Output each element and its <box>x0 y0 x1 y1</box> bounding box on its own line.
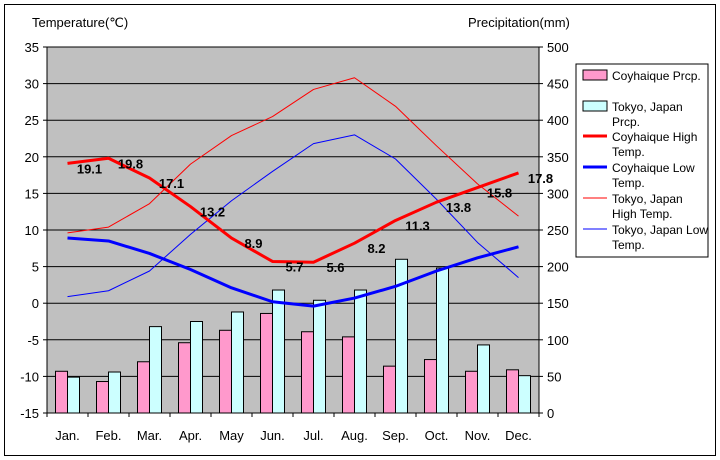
data-label: 8.2 <box>367 241 385 256</box>
left-axis-ticks: 35 30 25 20 15 10 5 0 -5 -10 -15 <box>20 40 47 421</box>
right-tick-label: 350 <box>547 150 569 165</box>
x-tick-label: Nov. <box>465 428 491 443</box>
x-tick-label: Oct. <box>425 428 449 443</box>
x-tick-label: Aug. <box>341 428 368 443</box>
bar-tokyo-prcp <box>149 326 162 414</box>
x-tick-label: Feb. <box>95 428 121 443</box>
data-label: 13.8 <box>446 200 471 215</box>
data-label: 5.6 <box>326 260 344 275</box>
line-series <box>67 77 520 308</box>
x-tick-label: Jan. <box>55 428 80 443</box>
legend-entry: Tokyo, Japan Low Temp. <box>612 223 708 252</box>
bar-tokyo-prcp <box>190 321 203 414</box>
left-tick-label: 25 <box>25 113 39 128</box>
data-label: 17.8 <box>528 171 553 186</box>
bar-tokyo-prcp <box>67 376 80 414</box>
bar-tokyo-prcp <box>108 371 121 414</box>
legend-swatch <box>582 69 608 81</box>
legend-entry: Coyhaique Low Temp. <box>612 161 695 190</box>
bar-tokyo-prcp <box>518 375 531 414</box>
left-tick-label: 15 <box>25 186 39 201</box>
bar-tokyo-prcp <box>272 289 285 414</box>
x-tick-label: Jun. <box>260 428 285 443</box>
data-label: 13.2 <box>200 205 225 220</box>
bar-coyhaique-prcp <box>301 331 314 414</box>
right-axis-title: Precipitation(mm) <box>468 15 570 30</box>
x-tick-label: Dec. <box>505 428 532 443</box>
left-tick-label: 30 <box>25 77 39 92</box>
right-tick-label: 400 <box>547 113 569 128</box>
legend-box <box>575 63 709 258</box>
bar-coyhaique-prcp <box>178 342 191 414</box>
x-axis-ticks: Jan. Feb. Mar. Apr. May Jun. Jul. Aug. Sep. Oct. N… <box>46 413 540 443</box>
right-tick-label: 200 <box>547 260 569 275</box>
left-tick-label: -10 <box>20 369 39 384</box>
left-tick-label: 20 <box>25 150 39 165</box>
left-tick-label: -5 <box>27 333 39 348</box>
right-tick-label: 250 <box>547 223 569 238</box>
left-tick-label: -15 <box>20 406 39 421</box>
x-tick-label: May <box>219 428 244 443</box>
data-label: 11.3 <box>405 218 430 233</box>
left-tick-label: 5 <box>32 260 39 275</box>
line-coyhaique-high-temp <box>67 156 520 264</box>
bar-tokyo-prcp <box>436 267 449 414</box>
left-tick-label: 10 <box>25 223 39 238</box>
left-axis-title: Temperature(℃) <box>32 15 128 30</box>
right-tick-label: 500 <box>547 40 569 55</box>
right-tick-label: 450 <box>547 77 569 92</box>
x-tick-label: Sep. <box>382 428 409 443</box>
data-label: 5.7 <box>285 259 303 274</box>
bar-coyhaique-prcp <box>55 370 68 414</box>
x-tick-label: Apr. <box>179 428 202 443</box>
right-tick-label: 300 <box>547 186 569 201</box>
right-tick-label: 0 <box>547 406 554 421</box>
x-tick-label: Jul. <box>303 428 323 443</box>
legend-entry: Coyhaique Prcp. <box>612 69 701 83</box>
x-tick-label: Mar. <box>137 428 162 443</box>
bar-tokyo-prcp <box>231 311 244 414</box>
data-labels: 19.1 19.8 17.1 13.2 8.9 5.7 5.6 8.2 11.3 13.8 15.8… <box>77 156 553 275</box>
legend-entry: Tokyo, Japan Prcp. <box>612 100 683 129</box>
grid-lines <box>47 83 539 377</box>
data-label: 8.9 <box>244 236 262 251</box>
line-tokyo-japan-low-temp <box>67 134 519 298</box>
data-label: 17.1 <box>159 176 184 191</box>
data-label: 15.8 <box>487 186 512 201</box>
bar-coyhaique-prcp <box>506 369 519 414</box>
bar-coyhaique-prcp <box>342 336 355 414</box>
bar-coyhaique-prcp <box>219 329 232 414</box>
legend: Coyhaique Prcp.Tokyo, Japan Prcp.Coyhaiqu… <box>575 63 709 258</box>
right-tick-label: 100 <box>547 333 569 348</box>
left-tick-label: 35 <box>25 40 39 55</box>
right-tick-label: 50 <box>547 369 561 384</box>
bar-coyhaique-prcp <box>137 361 150 414</box>
bar-series <box>55 258 531 414</box>
legend-swatch <box>582 100 608 112</box>
bar-tokyo-prcp <box>395 258 408 414</box>
left-tick-label: 0 <box>32 296 39 311</box>
bar-coyhaique-prcp <box>383 365 396 414</box>
data-label: 19.1 <box>77 161 102 176</box>
bar-coyhaique-prcp <box>424 359 437 414</box>
bar-coyhaique-prcp <box>96 381 109 414</box>
right-tick-label: 150 <box>547 296 569 311</box>
data-label: 19.8 <box>118 156 143 171</box>
bar-tokyo-prcp <box>477 344 490 414</box>
bar-coyhaique-prcp <box>465 370 478 414</box>
bar-coyhaique-prcp <box>260 312 273 414</box>
legend-entry: Tokyo, Japan High Temp. <box>612 192 683 221</box>
bar-tokyo-prcp <box>313 299 326 414</box>
legend-entry: Coyhaique High Temp. <box>612 130 697 159</box>
bar-tokyo-prcp <box>354 289 367 414</box>
chart-frame <box>4 4 716 456</box>
line-tokyo-japan-high-temp <box>67 77 519 234</box>
line-coyhaique-low-temp <box>67 236 519 308</box>
